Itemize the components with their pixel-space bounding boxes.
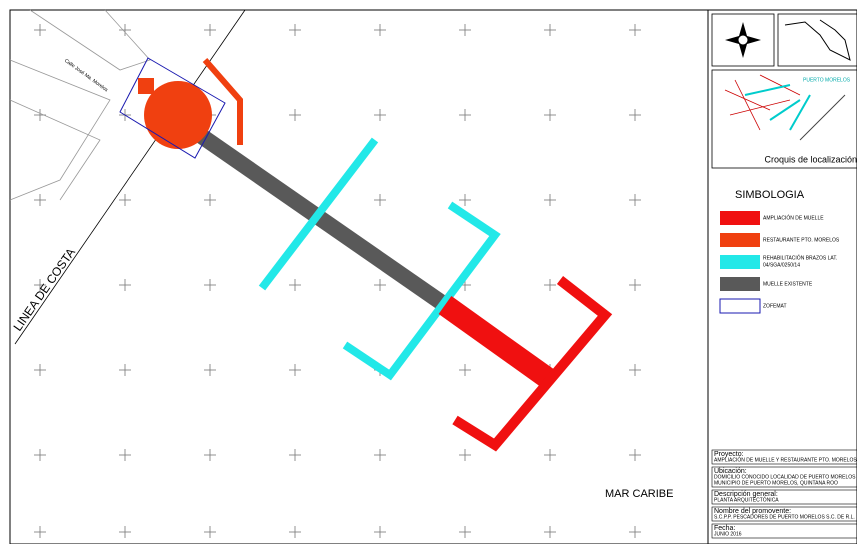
title-block-value: JUNIO 2016 — [714, 531, 742, 537]
title-block-cell — [711, 449, 857, 465]
title-block-cell — [711, 523, 857, 539]
legend-label: REHABILITACIÓN BRAZOS LAT. — [763, 254, 837, 261]
title-block-label: Ubicación: — [714, 468, 747, 475]
legend-label: AMPLIACIÓN DE MUELLE — [763, 214, 824, 221]
restaurant — [144, 81, 212, 149]
pier-extension-arm — [452, 276, 613, 452]
title-block-cell — [711, 489, 857, 505]
north-arrow — [725, 22, 761, 58]
restaurant-annex — [138, 78, 154, 94]
title-block-value: DOMICILIO CONOCIDO LOCALIDAD DE PUERTO M… — [714, 474, 856, 480]
lateral-arm — [258, 137, 379, 291]
title-block-label: Nombre del promovente: — [714, 508, 791, 515]
pier-extension — [438, 296, 557, 389]
title-block-label: Fecha: — [714, 525, 735, 532]
place-label: PUERTO MORELOS — [803, 77, 851, 83]
title-block-value: AMPLIACIÓN DE MUELLE Y RESTAURANTE PTO. … — [714, 456, 857, 463]
streets — [9, 9, 151, 201]
legend-label: ZOFEMAT — [763, 303, 787, 309]
title-block-cell — [711, 506, 857, 522]
restaurant-wing — [202, 58, 243, 145]
title-block-cell — [711, 466, 857, 488]
legend-label: RESTAURANTE PTO. MORELOS — [763, 237, 840, 243]
legend-label: 04/SGA/0250/14 — [763, 262, 800, 268]
title-block-value: MUNICIPIO DE PUERTO MORELOS, QUINTANA RO… — [714, 480, 838, 486]
zofemat — [119, 57, 226, 159]
legend-label: MUELLE EXISTENTE — [763, 281, 813, 287]
title-block-value: PLANTA ARQUITECTÓNICA — [714, 496, 779, 503]
lateral-arm — [342, 201, 501, 381]
location-caption: Croquis de localización: — [764, 154, 857, 164]
title-block-value: S.C.P.P. PESCADORES DE PUERTO MORELOS S.… — [714, 514, 855, 520]
title-block-label: Descripción general: — [714, 491, 778, 498]
existing-pier — [195, 128, 450, 312]
legend-title: SIMBOLOGIA — [735, 189, 805, 201]
title-block-label: Proyecto: — [714, 451, 744, 458]
sea-label: MAR CARIBE — [605, 488, 673, 500]
country-map — [784, 19, 851, 61]
